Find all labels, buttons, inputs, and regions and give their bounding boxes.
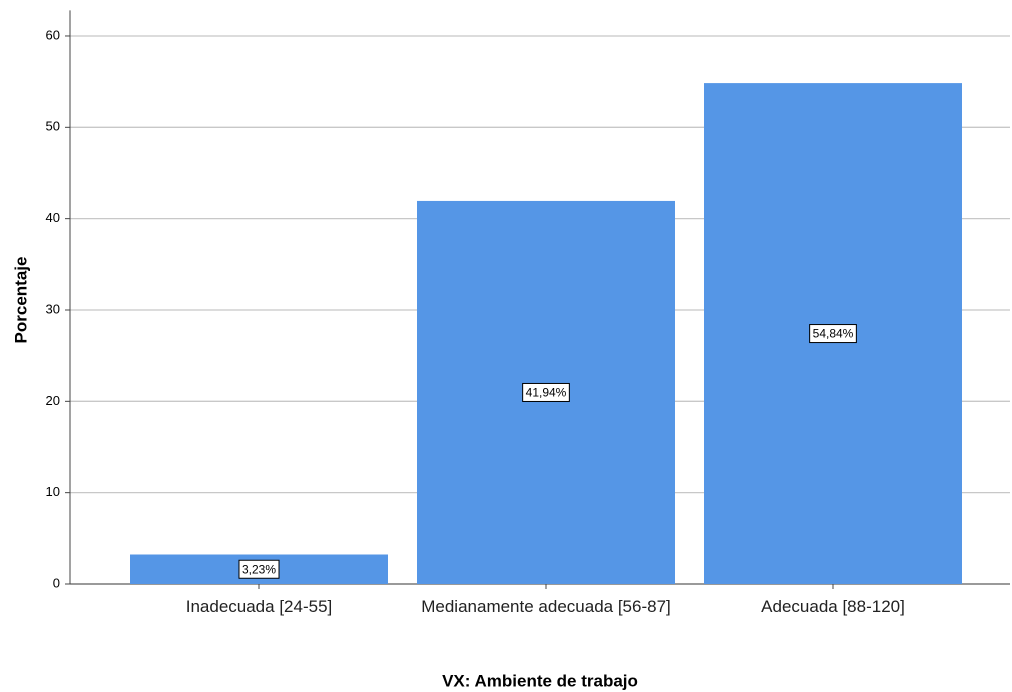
y-tick-label: 20 — [46, 393, 60, 408]
y-tick-label: 40 — [46, 210, 60, 225]
data-label: 41,94% — [526, 386, 567, 400]
y-tick-label: 50 — [46, 119, 60, 134]
data-label: 54,84% — [813, 327, 854, 341]
y-tick-label: 10 — [46, 484, 60, 499]
y-tick-label: 0 — [53, 575, 60, 590]
data-label: 3,23% — [242, 562, 276, 576]
data-label-box — [809, 324, 857, 344]
x-axis-label: VX: Ambiente de trabajo — [442, 671, 638, 690]
x-tick-label: Adecuada [88-120] — [761, 597, 905, 616]
x-tick-label: Inadecuada [24-55] — [185, 597, 333, 616]
data-label-box — [238, 559, 280, 579]
y-axis-label: Porcentaje — [11, 257, 30, 344]
y-tick-label: 30 — [46, 301, 60, 316]
y-tick-label: 60 — [46, 27, 60, 42]
x-tick-label: Medianamente adecuada [56-87] — [421, 597, 671, 616]
data-label-box — [522, 382, 570, 402]
